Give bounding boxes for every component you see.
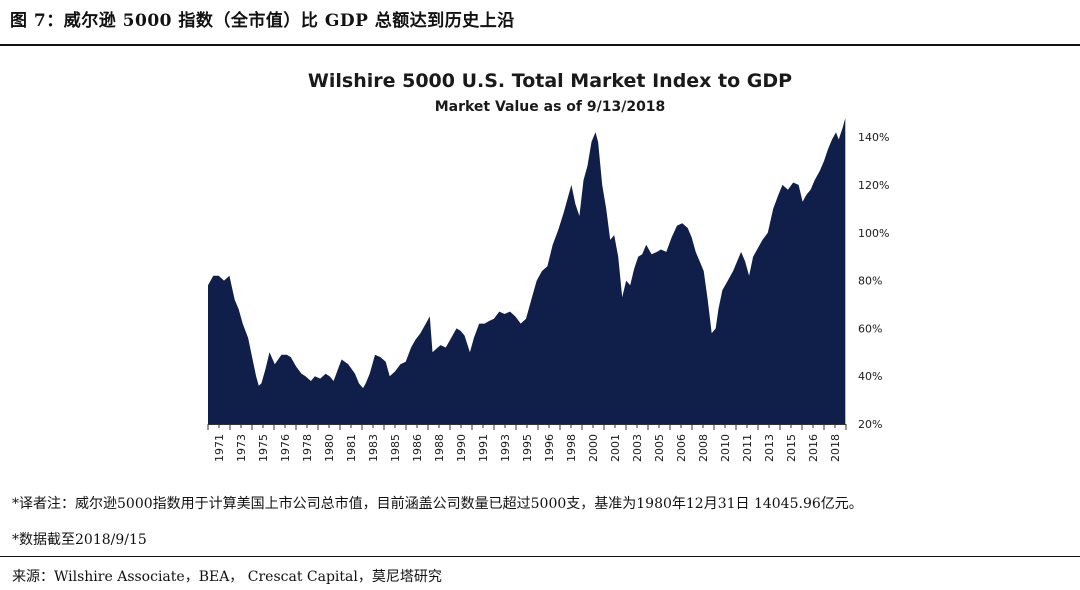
- chart-svg: 20%40%60%80%100%120%140% 1971 1973 1975 197…: [207, 118, 889, 462]
- y-tick-label: 60%: [858, 322, 882, 335]
- x-tick-label: 1983: [367, 434, 380, 462]
- x-tick-label: 1991: [477, 434, 490, 462]
- x-tick-label: 2003: [631, 434, 644, 462]
- x-tick-label: 2013: [763, 434, 776, 462]
- source-line: 来源：Wilshire Associate，BEA， Crescat Capit…: [12, 569, 442, 585]
- y-tick-label: 100%: [858, 227, 889, 240]
- x-tick-label: 2005: [653, 434, 666, 462]
- x-tick-label: 1988: [433, 434, 446, 462]
- x-tick-label: 2010: [719, 434, 732, 462]
- x-tick-label: 1980: [323, 434, 336, 462]
- data-date-note: *数据截至2018/9/15: [12, 532, 147, 548]
- x-tick-label: 1973: [235, 434, 248, 462]
- y-tick-label: 80%: [858, 275, 882, 288]
- x-tick-label: 2000: [587, 434, 600, 462]
- x-tick-label: 1975: [257, 434, 270, 462]
- x-tick-label: 2006: [675, 434, 688, 462]
- chart-subtitle: Market Value as of 9/13/2018: [434, 99, 666, 115]
- x-tick-label: 2011: [741, 434, 754, 462]
- y-tick-label: 20%: [858, 418, 882, 431]
- x-tick-label: 2018: [829, 434, 842, 462]
- x-tick-label: 1976: [279, 434, 292, 462]
- market-cap-to-gdp-area: [208, 118, 846, 424]
- y-tick-label: 120%: [858, 179, 889, 192]
- x-tick-label: 1990: [455, 434, 468, 462]
- x-tick-label: 2015: [785, 434, 798, 462]
- x-tick-label: 1985: [389, 434, 402, 462]
- x-tick-label: 2001: [609, 434, 622, 462]
- x-tick-label: 1981: [345, 434, 358, 462]
- x-tick-label: 2008: [697, 434, 710, 462]
- y-axis: 20% 40% 60% 80% 100% 120% 140%: [858, 131, 889, 431]
- x-tick-label: 1995: [521, 434, 534, 462]
- y-tick-label: 140%: [858, 131, 889, 144]
- x-axis: 1971 1973 1975 1976 1978 1980 1981 1983 1985 1986…: [207, 424, 847, 462]
- area-layer: [208, 118, 846, 424]
- y-tick-label: 40%: [858, 370, 882, 383]
- top-rule: [0, 44, 1080, 46]
- x-tick-label: 2016: [807, 434, 820, 462]
- x-tick-label: 1993: [499, 434, 512, 462]
- bottom-rule: [0, 556, 1080, 557]
- x-tick-label: 1971: [213, 434, 226, 462]
- x-tick-label: 1986: [411, 434, 424, 462]
- x-tick-label: 1996: [543, 434, 556, 462]
- figure-title: 图 7：威尔逊 5000 指数（全市值）比 GDP 总额达到历史上沿: [10, 11, 515, 31]
- x-tick-label: 1998: [565, 434, 578, 462]
- translator-note: *译者注：威尔逊5000指数用于计算美国上市公司总市值，目前涵盖公司数量已超过5…: [12, 496, 863, 512]
- chart-title: Wilshire 5000 U.S. Total Market Index to…: [307, 70, 793, 92]
- x-tick-label: 1978: [301, 434, 314, 462]
